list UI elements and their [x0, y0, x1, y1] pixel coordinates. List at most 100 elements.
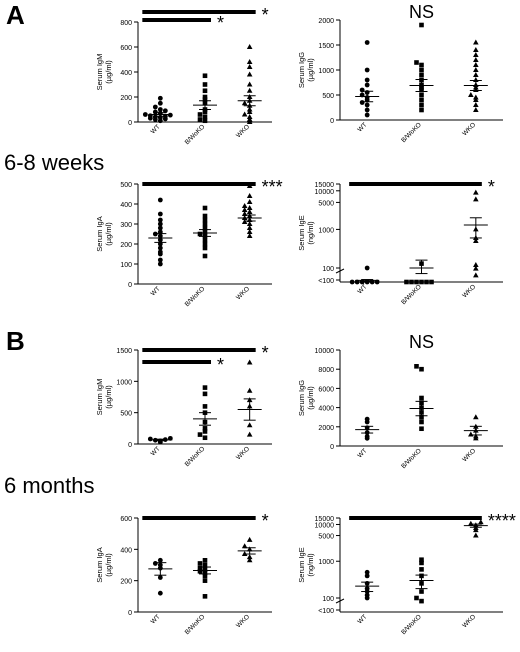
data-point	[473, 94, 479, 100]
x-tick-label: WKO	[461, 613, 477, 629]
data-point	[152, 104, 158, 110]
panel-letter-b: B	[6, 326, 25, 356]
data-point	[202, 118, 208, 124]
data-point	[419, 557, 424, 563]
x-tick-label: B/WoKO	[400, 283, 423, 306]
data-point	[419, 366, 424, 372]
y-tick-label: 0	[330, 444, 334, 451]
y-tick-label: 300	[120, 222, 132, 229]
data-point	[197, 112, 203, 117]
x-tick-label: WKO	[235, 123, 251, 139]
data-point	[197, 117, 203, 122]
data-point	[409, 279, 414, 285]
data-point	[246, 205, 253, 210]
x-tick-label: WT	[150, 613, 162, 625]
section-label-6-8-weeks: 6-8 weeks	[4, 150, 105, 175]
data-point	[202, 205, 208, 211]
data-point	[364, 265, 370, 271]
x-tick-label: WKO	[235, 613, 251, 629]
data-point	[419, 107, 424, 113]
data-point	[419, 22, 424, 28]
x-tick-label: WT	[150, 123, 162, 135]
y-tick-label: 1000	[318, 559, 334, 566]
data-point	[473, 414, 479, 420]
ns-label: NS	[409, 2, 434, 22]
y-tick-label: 100	[322, 596, 334, 603]
data-point	[241, 203, 248, 208]
data-point	[419, 414, 424, 420]
data-point	[152, 109, 158, 115]
data-point	[202, 221, 208, 227]
data-point	[197, 561, 203, 566]
data-point	[473, 532, 479, 538]
y-axis-label: Serum IgA	[95, 547, 104, 582]
panel-letter-a: A	[6, 0, 25, 30]
data-point	[197, 432, 203, 437]
data-point	[349, 279, 355, 285]
data-point	[197, 568, 203, 574]
y-axis-label: (µg/ml)	[306, 386, 315, 410]
ns-label: NS	[409, 332, 434, 352]
x-tick-label: WT	[356, 447, 368, 459]
data-point	[157, 245, 163, 251]
axis-break	[335, 598, 345, 604]
x-tick-label: B/WoKO	[184, 123, 207, 146]
data-point	[202, 217, 208, 223]
data-point	[473, 102, 479, 107]
data-point	[414, 60, 419, 65]
significance-star: *	[488, 177, 495, 197]
y-tick-label: 1000	[318, 68, 334, 75]
data-point	[157, 107, 163, 112]
data-point	[414, 364, 419, 369]
data-point	[246, 431, 253, 437]
data-point	[246, 229, 253, 234]
data-point	[246, 221, 253, 226]
data-point	[364, 416, 370, 422]
x-tick-label: WT	[150, 285, 162, 297]
data-point	[202, 594, 208, 599]
y-tick-label: 5000	[318, 534, 334, 541]
data-point	[473, 265, 479, 271]
y-tick-label: 1000	[318, 227, 334, 234]
y-axis-label: (µg/ml)	[104, 60, 113, 84]
data-point	[202, 97, 208, 102]
y-tick-label: 500	[322, 93, 334, 100]
data-point	[419, 419, 424, 425]
data-point	[473, 62, 479, 67]
y-tick-label: 10000	[315, 522, 335, 529]
data-point	[468, 431, 474, 437]
y-axis-label: (ng/ml)	[306, 221, 315, 245]
data-point	[364, 77, 370, 83]
y-tick-label: 5000	[318, 200, 334, 207]
data-point	[202, 429, 208, 434]
data-point	[162, 108, 168, 114]
data-point	[473, 72, 479, 77]
data-point	[246, 209, 253, 214]
data-point	[147, 436, 153, 442]
y-tick-label: 1500	[116, 348, 132, 355]
data-point	[157, 197, 163, 203]
chart-3: 0 100 200 300 400 500 Serum IgA (µg/ml) WT B/WoKO…	[95, 177, 283, 308]
data-point	[419, 598, 424, 604]
x-tick-label: WKO	[235, 285, 251, 301]
y-axis-label: (µg/ml)	[306, 58, 315, 82]
data-point	[246, 536, 253, 542]
data-point	[157, 590, 163, 596]
y-tick-label: 2000	[318, 18, 334, 25]
data-point	[473, 196, 479, 202]
data-point	[241, 543, 248, 549]
data-point	[419, 62, 424, 68]
data-point	[246, 225, 253, 230]
data-point	[202, 225, 208, 231]
x-tick-label: B/WoKO	[184, 613, 207, 636]
significance-star: *	[262, 343, 269, 363]
data-point	[419, 426, 424, 432]
x-tick-label: B/WoKO	[400, 121, 423, 144]
data-point	[364, 592, 370, 598]
data-point	[364, 112, 370, 118]
data-point	[473, 57, 479, 62]
chart-6: 0 2000 4000 6000 8000 10000 Serum IgG (µg/ml) WT…	[297, 332, 503, 470]
y-tick-label: 600	[120, 516, 132, 523]
data-point	[404, 279, 409, 285]
